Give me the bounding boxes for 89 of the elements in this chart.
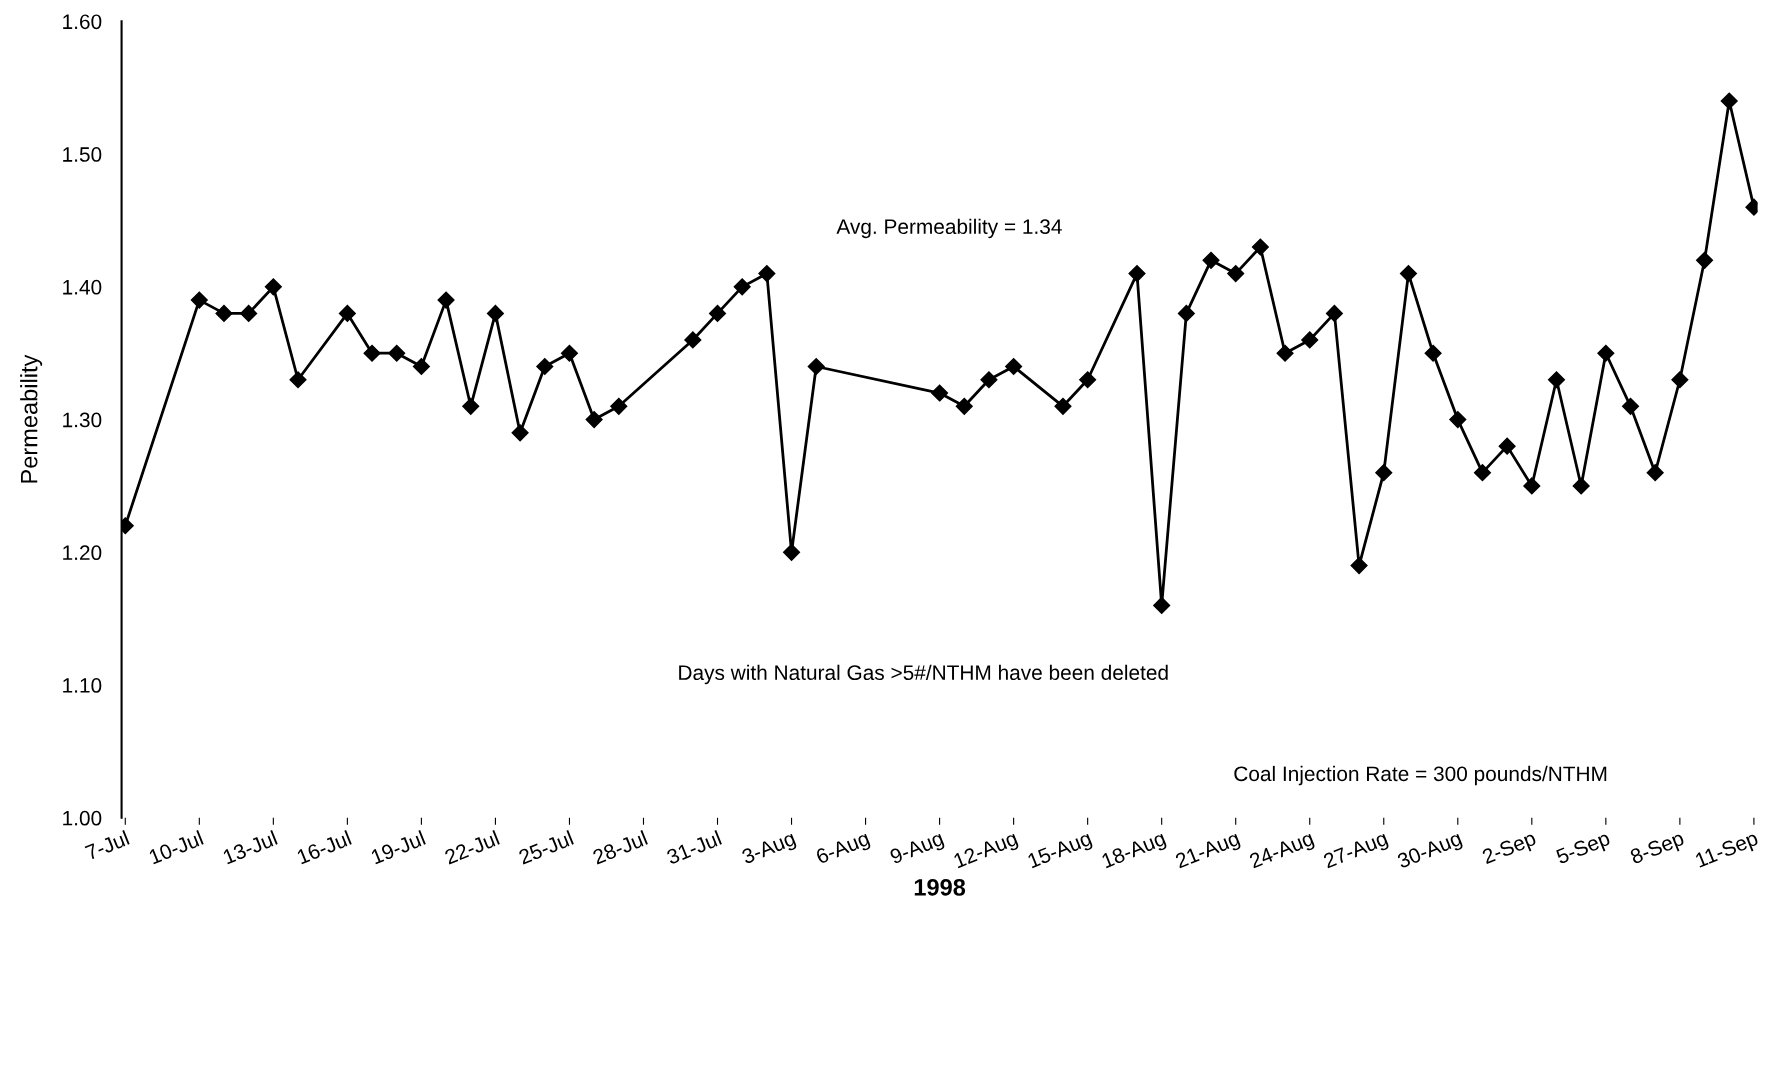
point	[807, 357, 825, 376]
x-tick-label: 28-Jul	[591, 830, 648, 865]
point	[363, 344, 381, 362]
x-tick-label: 19-Jul	[370, 830, 426, 865]
x-tick-label: 7-Jul	[84, 830, 130, 861]
y-tick-label: 1.60	[63, 14, 102, 30]
point	[338, 304, 356, 322]
y-tick-label: 1.30	[63, 412, 102, 428]
x-tick-label: 15-Aug	[1027, 830, 1094, 873]
point	[1153, 596, 1171, 614]
point	[1227, 265, 1245, 283]
point	[462, 397, 480, 415]
point	[1128, 265, 1146, 283]
point	[1054, 397, 1072, 415]
x-tick-label: 2-Sep	[1481, 830, 1539, 869]
point	[1671, 371, 1689, 389]
point	[733, 278, 751, 296]
point	[1177, 304, 1195, 322]
x-tick-label: 27-Aug	[1322, 830, 1390, 873]
x-tick-label: 21-Aug	[1174, 830, 1242, 873]
annotation: Avg. Permeability = 1.34	[836, 218, 1062, 239]
y-tick-label: 1.50	[63, 147, 102, 162]
point	[1473, 464, 1492, 482]
x-tick-label: 30-Aug	[1396, 830, 1464, 873]
point	[1301, 331, 1319, 349]
point	[240, 304, 258, 322]
point	[980, 371, 998, 389]
x-tick-label: 31-Jul	[665, 830, 722, 865]
x-tick-label: 24-Aug	[1248, 830, 1316, 873]
point	[215, 304, 233, 322]
point	[1276, 344, 1294, 362]
y-tick-label: 1.40	[63, 279, 102, 295]
point	[289, 371, 307, 389]
point	[560, 344, 579, 362]
point	[955, 397, 973, 415]
x-tick-label: 3-Aug	[740, 830, 798, 869]
x-tick-label: 13-Jul	[222, 830, 278, 865]
point	[511, 424, 529, 442]
annotation: Days with Natural Gas >5#/NTHM have been deleted	[679, 664, 1168, 685]
point	[1350, 557, 1368, 575]
x-tick-label: 5-Sep	[1555, 830, 1613, 869]
point	[1547, 371, 1566, 389]
x-tick-label: 12-Aug	[953, 830, 1020, 873]
point	[1424, 344, 1442, 362]
point	[782, 543, 801, 561]
y-tick-label: 1.10	[63, 678, 102, 693]
point	[1720, 92, 1738, 110]
point	[1597, 344, 1615, 362]
y-tick-label: 1.20	[63, 545, 102, 561]
point	[1375, 464, 1393, 482]
x-tick-label: 9-Aug	[889, 830, 946, 869]
x-tick-label: 18-Aug	[1101, 830, 1168, 873]
x-tick-label: 22-Jul	[443, 830, 500, 865]
annotation: Coal Injection Rate = 300 pounds/NTHM	[1234, 765, 1607, 786]
point	[437, 291, 455, 309]
point	[1523, 477, 1541, 495]
point	[486, 304, 504, 322]
y-axis-title: Permeability	[20, 354, 43, 483]
x-tick-label: 10-Jul	[148, 830, 204, 865]
y-tick-label: 1.00	[63, 810, 102, 826]
x-axis-title: 1998	[914, 878, 966, 896]
point	[1572, 477, 1590, 495]
point	[412, 357, 430, 376]
point	[1251, 238, 1269, 256]
x-tick-label: 25-Jul	[517, 830, 574, 865]
point	[1646, 464, 1664, 482]
point	[1005, 357, 1023, 376]
point	[684, 331, 702, 349]
point	[1498, 437, 1516, 455]
point	[585, 411, 603, 429]
x-tick-label: 11-Sep	[1694, 830, 1761, 872]
point	[1399, 265, 1417, 283]
x-tick-label: 8-Sep	[1629, 830, 1687, 869]
x-tick-label: 16-Jul	[296, 830, 352, 865]
point	[388, 344, 406, 362]
point	[1325, 304, 1343, 322]
point	[610, 397, 628, 415]
point	[1079, 371, 1097, 389]
point	[708, 304, 727, 322]
point	[1696, 251, 1714, 269]
point	[1621, 397, 1640, 415]
point	[931, 384, 949, 402]
point	[190, 291, 208, 309]
point	[1202, 251, 1220, 269]
point	[1449, 411, 1467, 429]
x-tick-label: 6-Aug	[815, 830, 872, 869]
point	[758, 265, 776, 283]
point	[264, 278, 282, 296]
point	[536, 357, 554, 376]
